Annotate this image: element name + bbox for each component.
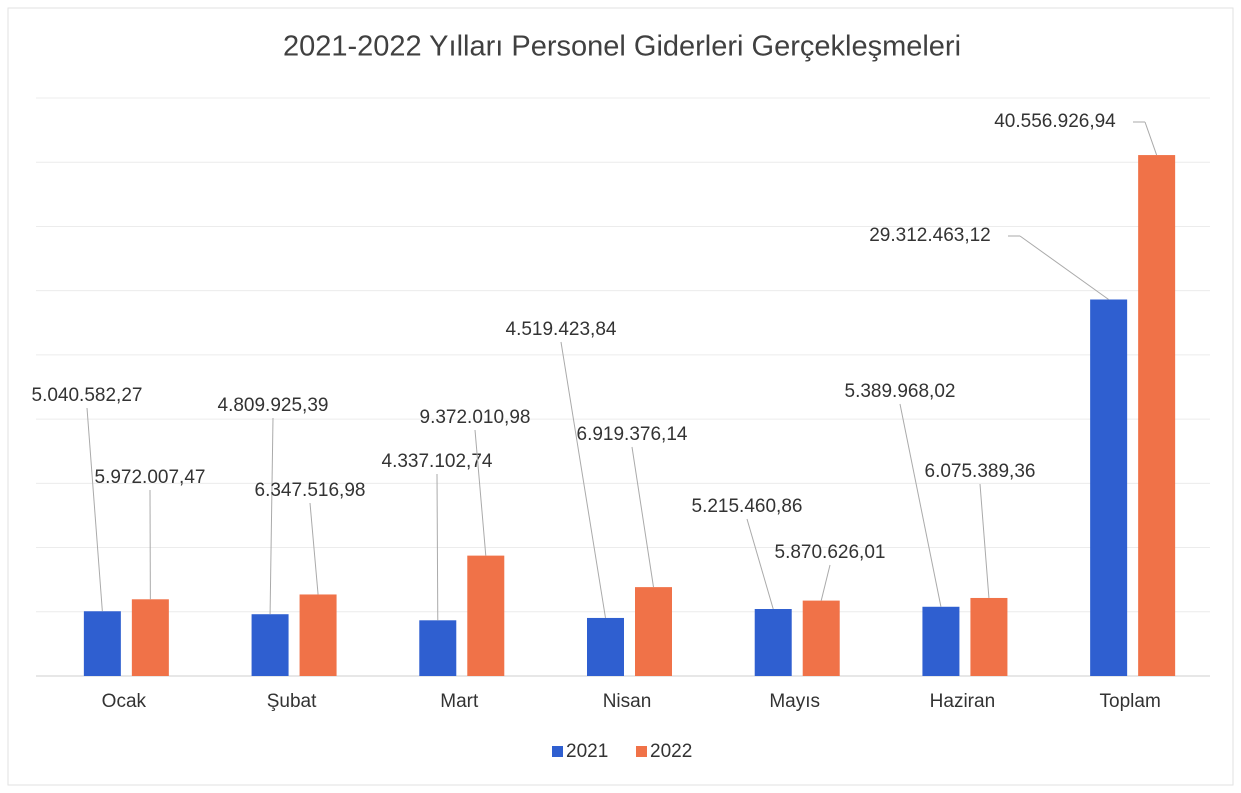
data-label: 9.372.010,98 [420, 407, 531, 428]
data-label: 4.337.102,74 [382, 451, 493, 472]
data-label: 4.519.423,84 [506, 319, 617, 340]
bar [802, 600, 840, 676]
leader-line [436, 473, 439, 621]
legend-swatch [636, 746, 647, 757]
data-label: 6.919.376,14 [577, 424, 688, 445]
legend-label: 2021 [566, 741, 608, 762]
x-tick-label: Şubat [267, 691, 317, 712]
data-label: 5.040.582,27 [32, 385, 143, 406]
bar [970, 597, 1008, 676]
x-tick-label: Mayıs [769, 691, 820, 712]
bar [131, 599, 169, 676]
x-tick-label: Mart [440, 691, 479, 712]
data-label: 29.312.463,12 [869, 225, 991, 246]
data-label: 4.809.925,39 [218, 395, 329, 416]
bar [1090, 299, 1128, 676]
leader-line [746, 518, 774, 610]
data-label: 6.075.389,36 [925, 461, 1036, 482]
bar [1138, 155, 1176, 677]
bar [83, 611, 121, 676]
data-label: 40.556.926,94 [994, 111, 1116, 132]
leader-line [1144, 121, 1158, 156]
bar [635, 587, 672, 676]
leader-line [979, 483, 990, 599]
bar [299, 594, 337, 676]
bar [754, 609, 792, 676]
bar [922, 606, 960, 676]
leader-line [1019, 235, 1109, 300]
bar [419, 620, 457, 676]
x-tick-label: Ocak [102, 691, 147, 712]
data-label: 5.389.968,02 [845, 381, 956, 402]
x-tick-label: Haziran [930, 691, 995, 712]
bar [587, 617, 624, 676]
leader-line [899, 403, 942, 607]
data-label: 6.347.516,98 [255, 480, 366, 501]
data-label: 5.972.007,47 [95, 467, 206, 488]
leader-line [820, 564, 831, 601]
legend-label: 2022 [650, 741, 692, 762]
chart-title: 2021-2022 Yılları Personel Giderleri Ger… [283, 31, 961, 63]
bar [251, 614, 289, 676]
legend-swatch [552, 746, 563, 757]
leader-line [560, 341, 606, 619]
data-label: 5.870.626,01 [775, 542, 886, 563]
leader-line [269, 417, 274, 615]
leader-line [631, 446, 654, 588]
leader-line [309, 502, 319, 595]
leader-line [86, 407, 103, 612]
data-label: 5.215.460,86 [692, 496, 803, 517]
leader-line [474, 429, 487, 556]
x-tick-label: Toplam [1100, 691, 1161, 712]
bar [467, 555, 505, 676]
x-tick-label: Nisan [603, 691, 652, 712]
